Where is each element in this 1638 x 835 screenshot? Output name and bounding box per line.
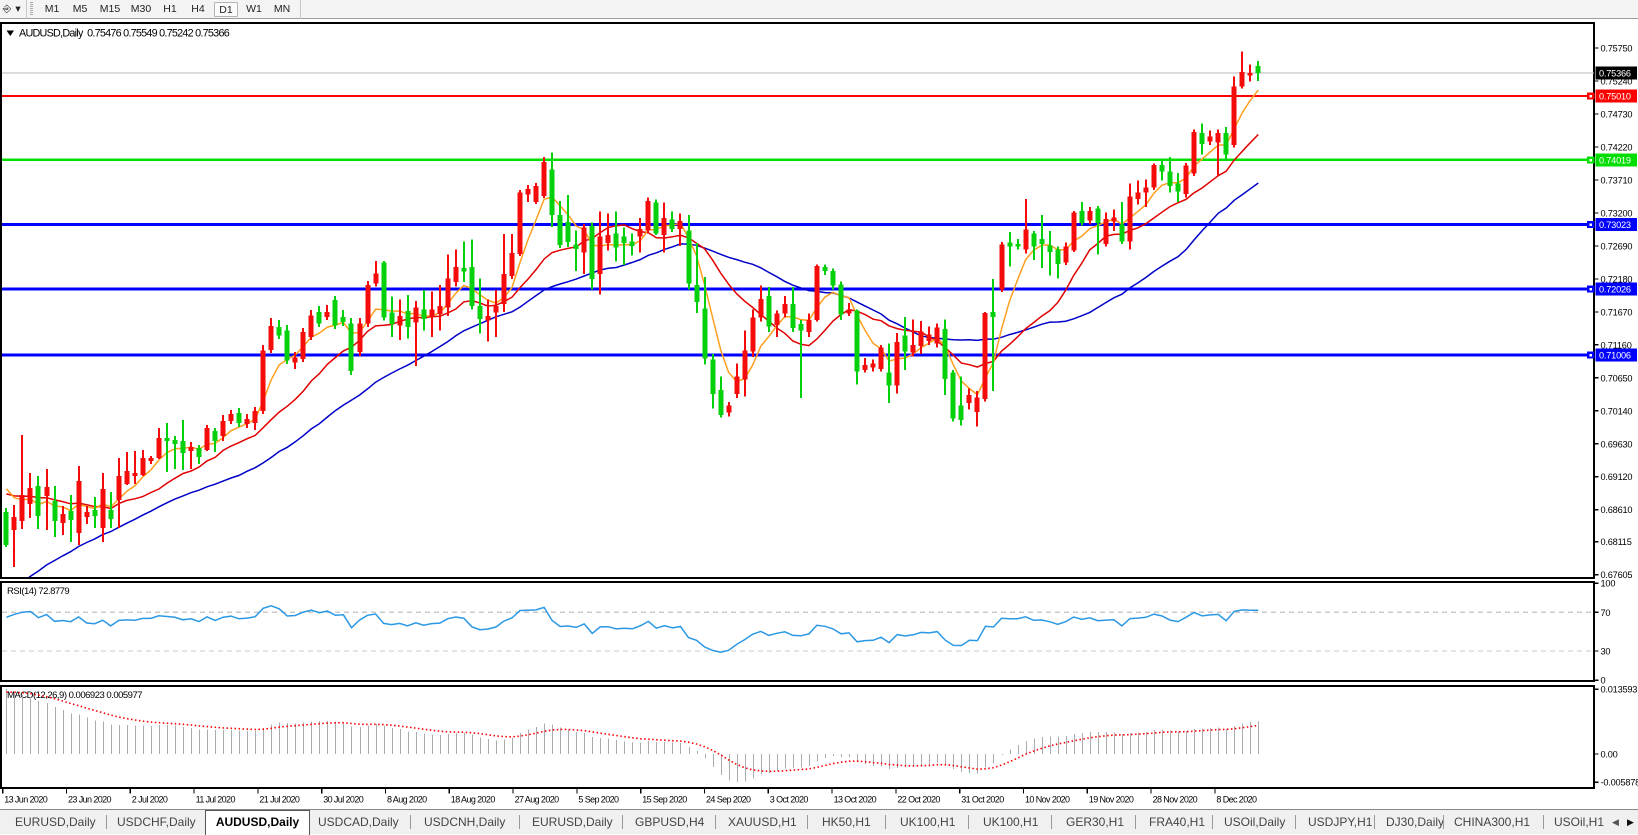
- svg-text:0.71670: 0.71670: [1601, 307, 1633, 317]
- svg-text:0.74019: 0.74019: [1599, 155, 1631, 165]
- svg-text:22 Oct 2020: 22 Oct 2020: [897, 795, 940, 805]
- svg-text:27 Aug 2020: 27 Aug 2020: [515, 795, 560, 805]
- svg-text:8 Aug 2020: 8 Aug 2020: [387, 795, 427, 805]
- svg-text:0.75366: 0.75366: [1599, 68, 1631, 78]
- svg-text:5 Sep 2020: 5 Sep 2020: [578, 795, 619, 805]
- svg-text:RSI(14) 72.8779: RSI(14) 72.8779: [7, 586, 69, 597]
- svg-text:28 Nov 2020: 28 Nov 2020: [1153, 795, 1198, 805]
- svg-text:0.70650: 0.70650: [1601, 373, 1633, 383]
- svg-text:19 Nov 2020: 19 Nov 2020: [1089, 795, 1134, 805]
- svg-text:0.73023: 0.73023: [1599, 220, 1631, 230]
- svg-text:10 Nov 2020: 10 Nov 2020: [1025, 795, 1070, 805]
- svg-text:0.70140: 0.70140: [1601, 406, 1633, 416]
- svg-text:0.68610: 0.68610: [1601, 505, 1633, 515]
- svg-text:23 Jun 2020: 23 Jun 2020: [68, 795, 112, 805]
- svg-text:0.75010: 0.75010: [1599, 91, 1631, 101]
- svg-text:0.68115: 0.68115: [1601, 537, 1632, 547]
- svg-text:3 Oct 2020: 3 Oct 2020: [770, 795, 809, 805]
- svg-text:MACD(12,26,9) 0.006923 0.00597: MACD(12,26,9) 0.006923 0.005977: [7, 690, 142, 701]
- svg-text:0.71006: 0.71006: [1599, 350, 1631, 360]
- svg-text:100: 100: [1601, 579, 1616, 589]
- svg-text:0.73710: 0.73710: [1601, 176, 1633, 186]
- svg-text:15 Sep 2020: 15 Sep 2020: [642, 795, 687, 805]
- svg-text:0.69120: 0.69120: [1601, 472, 1633, 482]
- svg-text:13 Oct 2020: 13 Oct 2020: [834, 795, 877, 805]
- svg-text:2 Jul 2020: 2 Jul 2020: [132, 795, 168, 805]
- svg-text:0.72690: 0.72690: [1601, 241, 1633, 251]
- svg-text:21 Jul 2020: 21 Jul 2020: [259, 795, 300, 805]
- svg-text:0.75750: 0.75750: [1601, 44, 1633, 54]
- svg-text:0.74220: 0.74220: [1601, 143, 1633, 153]
- svg-text:AUDUSD,Daily 0.75476 0.75549: AUDUSD,Daily 0.75476 0.75549 0.75242 0.7…: [19, 28, 230, 40]
- svg-text:0.00: 0.00: [1601, 750, 1618, 760]
- svg-text:18 Aug 2020: 18 Aug 2020: [451, 795, 496, 805]
- svg-text:0.69630: 0.69630: [1601, 439, 1633, 449]
- svg-text:30 Jul 2020: 30 Jul 2020: [323, 795, 364, 805]
- svg-text:8 Dec 2020: 8 Dec 2020: [1216, 795, 1257, 805]
- svg-text:0.73200: 0.73200: [1601, 208, 1633, 218]
- svg-text:13 Jun 2020: 13 Jun 2020: [4, 795, 48, 805]
- svg-text:31 Oct 2020: 31 Oct 2020: [961, 795, 1004, 805]
- svg-text:70: 70: [1601, 608, 1611, 618]
- svg-text:11 Jul 2020: 11 Jul 2020: [196, 795, 236, 805]
- svg-text:0.74730: 0.74730: [1601, 110, 1633, 120]
- svg-text:24 Sep 2020: 24 Sep 2020: [706, 795, 751, 805]
- svg-text:30: 30: [1601, 647, 1611, 657]
- svg-text:-0.005878: -0.005878: [1601, 778, 1638, 788]
- svg-text:0.72026: 0.72026: [1599, 284, 1631, 294]
- svg-text:0.013593: 0.013593: [1601, 685, 1638, 695]
